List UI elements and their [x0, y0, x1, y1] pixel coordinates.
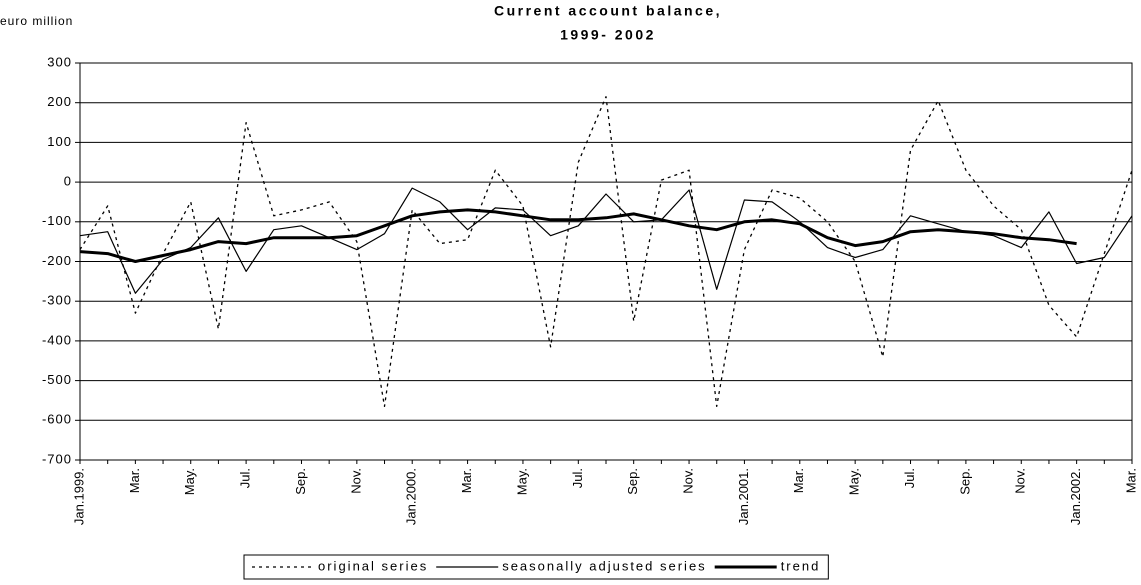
x-tick-label: Nov. [680, 468, 695, 494]
y-tick-label: -500 [42, 372, 72, 387]
x-tick-label: Jan.1999. [71, 468, 86, 525]
x-tick-label: Jan.2000. [404, 468, 419, 525]
x-tick-label: Nov. [348, 468, 363, 494]
x-tick-label: Jul. [570, 468, 585, 488]
y-tick-label: 300 [47, 54, 72, 69]
y-tick-label: -700 [42, 451, 72, 466]
x-tick-label: Sep. [957, 468, 972, 495]
x-tick-label: Mar. [127, 468, 142, 493]
y-tick-label: 0 [64, 174, 72, 189]
y-tick-label: 200 [47, 94, 72, 109]
x-tick-label: May. [514, 468, 529, 495]
x-tick-label: Mar. [1123, 468, 1138, 493]
y-tick-label: -300 [42, 293, 72, 308]
x-tick-label: Jul. [902, 468, 917, 488]
x-tick-label: Nov. [1013, 468, 1028, 494]
chart-subtitle: 1999- 2002 [560, 27, 656, 43]
series-line [79, 187, 1133, 294]
x-tick-label: Jan.2002. [1068, 468, 1083, 525]
y-tick-label: -400 [42, 332, 72, 347]
x-tick-label: Sep. [625, 468, 640, 495]
x-tick-label: May. [182, 468, 197, 495]
x-tick-label: Jul. [238, 468, 253, 488]
x-tick-label: Mar. [791, 468, 806, 493]
x-tick-label: Mar. [459, 468, 474, 493]
y-axis-label: euro million [0, 14, 73, 28]
y-tick-label: -600 [42, 412, 72, 427]
x-tick-label: Sep. [293, 468, 308, 495]
legend: original series seasonally adjusted serie… [243, 554, 829, 580]
legend-label: seasonally adjusted series [502, 558, 706, 573]
y-tick-label: -200 [42, 253, 72, 268]
x-tick-label: May. [847, 468, 862, 495]
chart-title: Current account balance, [494, 3, 722, 19]
legend-label: original series [318, 558, 428, 573]
y-tick-label: -100 [42, 213, 72, 228]
y-tick-label: 100 [47, 134, 72, 149]
legend-label: trend [781, 558, 821, 573]
series-line [79, 96, 1133, 408]
x-tick-label: Jan.2001. [736, 468, 751, 525]
series-line [79, 208, 1077, 263]
